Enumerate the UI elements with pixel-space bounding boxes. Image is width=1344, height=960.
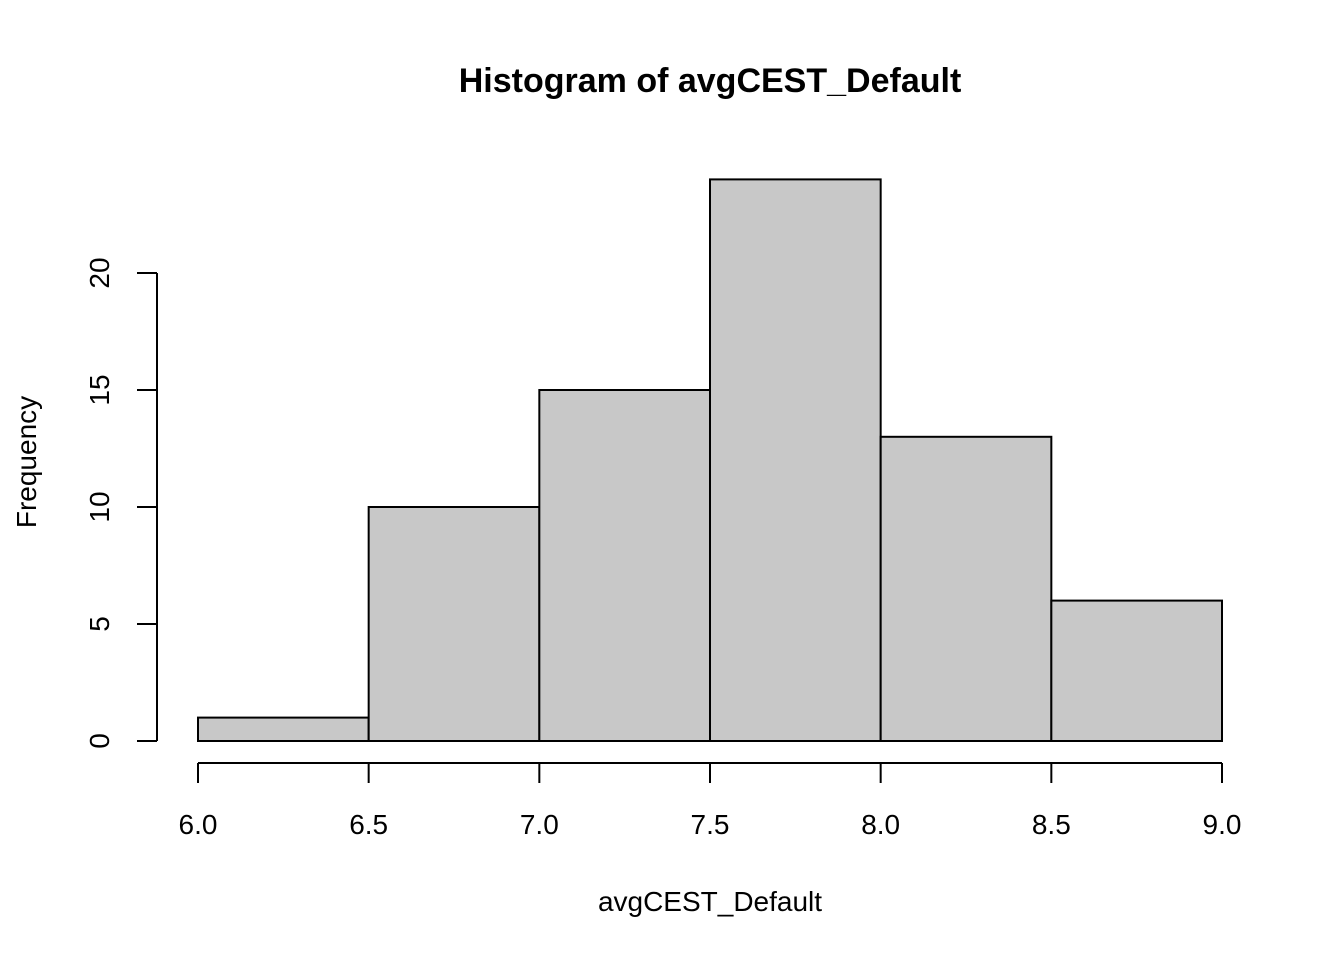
x-tick-label-3: 7.5 (691, 809, 730, 840)
x-tick-label-4: 8.0 (861, 809, 900, 840)
histogram-bar-1 (367, 506, 541, 742)
histogram-bar-4 (879, 435, 1053, 742)
chart-title: Histogram of avgCEST_Default (459, 62, 962, 100)
x-tick-label-0: 6.0 (179, 809, 218, 840)
histogram-bar-2 (538, 389, 711, 742)
x-axis-label: avgCEST_Default (598, 886, 822, 917)
y-axis-label: Frequency (11, 396, 42, 528)
x-tick-label-1: 6.5 (349, 809, 388, 840)
histogram-bar-3 (709, 178, 882, 742)
y-tick-label-2: 10 (84, 491, 115, 522)
histogram-bar-0 (197, 716, 370, 742)
x-tick-label-5: 8.5 (1032, 809, 1071, 840)
x-axis: 6.0 6.5 7.0 7.5 8.0 8.5 9.0 (179, 762, 1242, 840)
histogram-bar-5 (1050, 599, 1224, 742)
bars-group (197, 178, 1224, 742)
y-tick-label-0: 0 (84, 733, 115, 749)
y-tick-label-1: 5 (84, 616, 115, 632)
x-tick-label-2: 7.0 (520, 809, 559, 840)
y-tick-label-4: 20 (84, 257, 115, 288)
y-axis: 0 5 10 15 20 (84, 257, 158, 749)
x-tick-label-6: 9.0 (1203, 809, 1242, 840)
y-tick-label-3: 15 (84, 374, 115, 405)
